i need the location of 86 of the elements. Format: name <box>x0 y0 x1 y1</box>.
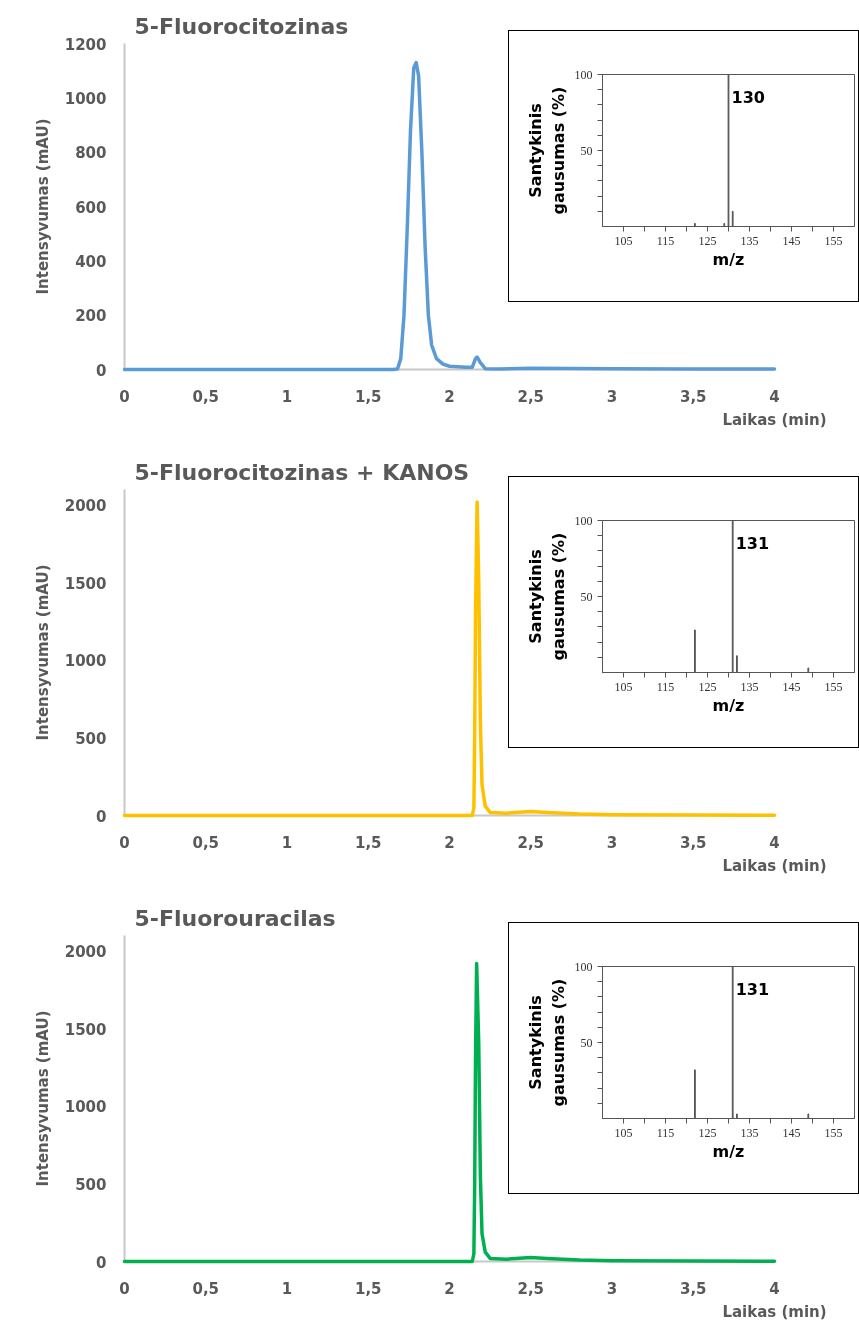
annotation: 131 <box>735 979 770 999</box>
x-tick-label: 155 <box>824 679 843 694</box>
y-tick-label: 2000 <box>64 943 107 962</box>
y-axis-title: Intensyvumas (mAU) <box>33 118 52 295</box>
x-tick-label: 3 <box>606 1279 618 1298</box>
x-tick-label: 3 <box>606 387 618 406</box>
x-tick-label: 125 <box>698 233 717 248</box>
y-tick-label: 1500 <box>64 1020 107 1039</box>
x-tick-label: 3 <box>606 833 618 852</box>
x-tick-label: 3,5 <box>679 387 707 406</box>
x-tick-label: 2,5 <box>517 1279 545 1298</box>
y-tick-label: 1000 <box>64 652 107 671</box>
y-tick-label: 0 <box>96 807 107 826</box>
y-axis-title: Santykinis gausumas (%) <box>525 532 568 661</box>
y-tick-label: 500 <box>75 729 107 748</box>
x-axis-title: m/z <box>712 1141 745 1161</box>
y-axis-title: Intensyvumas (mAU) <box>33 1010 52 1187</box>
x-axis-title: m/z <box>712 249 745 269</box>
y-tick-label: 1200 <box>64 35 107 54</box>
y-tick-label: 500 <box>75 1175 107 1194</box>
y-tick-label: 100 <box>574 513 593 528</box>
x-tick-label: 155 <box>824 233 843 248</box>
x-tick-label: 2 <box>444 1279 455 1298</box>
x-tick-label: 3,5 <box>679 833 707 852</box>
x-tick-label: 0 <box>119 387 130 406</box>
x-tick-label: 155 <box>824 1125 843 1140</box>
x-tick-label: 1 <box>281 833 293 852</box>
y-tick-label: 0 <box>96 361 107 380</box>
x-tick-label: 4 <box>769 833 780 852</box>
x-tick-label: 135 <box>740 679 759 694</box>
x-axis-title: Laikas (min) <box>722 1302 827 1321</box>
x-tick-label: 0,5 <box>192 1279 220 1298</box>
x-tick-label: 105 <box>614 233 633 248</box>
y-tick-label: 400 <box>75 252 107 271</box>
x-tick-label: 145 <box>782 233 801 248</box>
y-tick-label: 200 <box>75 307 107 326</box>
x-tick-label: 4 <box>769 1279 780 1298</box>
y-tick-label: 100 <box>574 959 593 974</box>
x-tick-label: 125 <box>698 1125 717 1140</box>
x-tick-label: 4 <box>769 387 780 406</box>
x-tick-label: 0 <box>119 1279 130 1298</box>
x-tick-label: 115 <box>656 233 675 248</box>
x-tick-label: 105 <box>614 1125 633 1140</box>
x-tick-label: 2,5 <box>517 387 545 406</box>
x-tick-label: 0,5 <box>192 387 220 406</box>
x-tick-label: 1,5 <box>354 1279 382 1298</box>
x-tick-label: 2 <box>444 387 455 406</box>
chart-title: 5-Fluorocitozinas + KANOS <box>134 459 470 485</box>
x-axis-title: Laikas (min) <box>722 410 827 429</box>
y-tick-label: 100 <box>574 67 593 82</box>
y-tick-label: 1000 <box>64 1098 107 1117</box>
x-axis-title: Laikas (min) <box>722 856 827 875</box>
y-tick-label: 50 <box>580 589 593 604</box>
annotation: 131 <box>735 533 770 553</box>
y-axis-title: Santykinis gausumas (%) <box>525 86 568 215</box>
x-tick-label: 1,5 <box>354 833 382 852</box>
x-tick-label: 3,5 <box>679 1279 707 1298</box>
x-tick-label: 115 <box>656 679 675 694</box>
x-tick-label: 135 <box>740 233 759 248</box>
x-tick-label: 145 <box>782 679 801 694</box>
y-tick-label: 50 <box>580 143 593 158</box>
annotation: 130 <box>731 87 765 107</box>
y-tick-label: 2000 <box>64 497 107 516</box>
y-axis-title: Santykinis gausumas (%) <box>525 978 568 1107</box>
x-tick-label: 1 <box>281 387 293 406</box>
x-tick-label: 1 <box>281 1279 293 1298</box>
y-tick-label: 800 <box>75 144 107 163</box>
x-tick-label: 0 <box>119 833 130 852</box>
x-tick-label: 135 <box>740 1125 759 1140</box>
x-tick-label: 125 <box>698 679 717 694</box>
x-tick-label: 2,5 <box>517 833 545 852</box>
x-tick-label: 105 <box>614 679 633 694</box>
chart-title: 5-Fluorouracilas <box>134 905 336 931</box>
y-axis-title: Intensyvumas (mAU) <box>33 564 52 741</box>
y-tick-label: 600 <box>75 198 107 217</box>
x-tick-label: 1,5 <box>354 387 382 406</box>
y-tick-label: 50 <box>580 1035 593 1050</box>
x-tick-label: 115 <box>656 1125 675 1140</box>
x-tick-label: 0,5 <box>192 833 220 852</box>
x-tick-label: 145 <box>782 1125 801 1140</box>
chart-title: 5-Fluorocitozinas <box>134 13 349 39</box>
y-tick-label: 1500 <box>64 574 107 593</box>
y-tick-label: 1000 <box>64 89 107 108</box>
x-tick-label: 2 <box>444 833 455 852</box>
x-axis-title: m/z <box>712 695 745 715</box>
y-tick-label: 0 <box>96 1253 107 1272</box>
